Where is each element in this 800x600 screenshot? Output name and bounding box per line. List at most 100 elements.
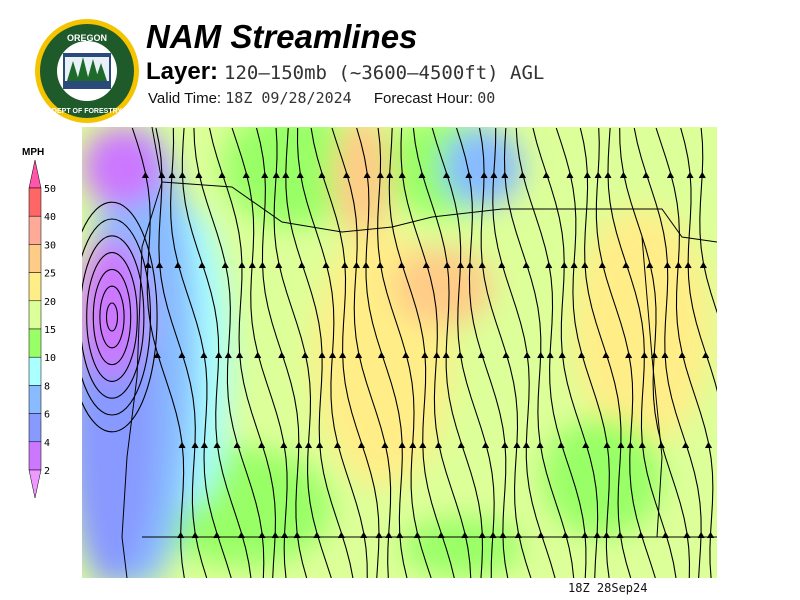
streamline-arrow	[602, 351, 610, 359]
streamline-arrow	[258, 441, 266, 449]
legend-band	[28, 385, 42, 414]
streamline-arrow	[578, 351, 585, 359]
streamline-arrow	[433, 351, 441, 359]
streamline-arrow	[537, 351, 545, 359]
map-timestamp: 18Z 28Sep24	[568, 581, 648, 595]
streamline-arrow	[421, 351, 429, 359]
streamline-arrow	[355, 351, 363, 359]
streamline-arrow	[702, 351, 710, 359]
streamline-arrow	[466, 261, 474, 269]
streamline-arrow	[236, 351, 244, 359]
streamlines	[82, 127, 717, 578]
streamline-arrow	[570, 261, 578, 269]
streamline-arrow	[386, 171, 394, 179]
streamline-arrow	[686, 171, 694, 179]
streamline-arrow	[566, 171, 574, 179]
streamline-arrow	[296, 171, 304, 179]
circulation-streamline	[82, 235, 145, 399]
streamline-arrow	[674, 261, 682, 269]
streamline-arrow	[398, 441, 406, 449]
streamline-arrow	[477, 351, 485, 359]
legend-band	[28, 300, 42, 330]
streamline-arrow	[667, 171, 674, 179]
page-title: NAM Streamlines	[146, 18, 418, 55]
streamline-arrow	[646, 261, 654, 269]
streamline-arrow	[626, 441, 634, 449]
streamline-arrow	[376, 171, 384, 179]
legend-tick-label: 4	[44, 438, 50, 449]
layer-info: Layer: 120–150mb (~3600–4500ft) AGL	[146, 58, 544, 86]
legend-band	[28, 215, 42, 245]
valid-time-info: Valid Time: 18Z 09/28/2024 Forecast Hour…	[148, 89, 495, 107]
streamline-arrow	[213, 441, 221, 449]
streamline-arrow	[198, 261, 206, 269]
streamline-arrow	[341, 261, 349, 269]
circulation-streamline	[99, 285, 125, 349]
streamline-arrow	[343, 171, 350, 179]
streamline-arrow	[215, 351, 223, 359]
streamline-arrow	[545, 261, 553, 269]
streamline-arrow	[178, 351, 186, 359]
streamline	[699, 127, 717, 314]
streamline-arrow	[339, 351, 347, 359]
streamline-arrow	[678, 351, 686, 359]
circulation-streamline	[86, 252, 138, 382]
streamline-arrow	[353, 261, 360, 269]
streamline-arrow	[334, 441, 342, 449]
streamline-arrow	[248, 261, 256, 269]
streamline-arrow	[435, 441, 442, 449]
streamline-arrow	[254, 351, 262, 359]
streamline-arrow	[200, 441, 208, 449]
streamline-arrow	[443, 171, 450, 179]
streamline-arrow	[156, 261, 163, 269]
legend-tick-label: 50	[44, 184, 56, 195]
streamline-arrow	[698, 171, 706, 179]
streamline-arrow	[501, 171, 509, 179]
streamline-arrow	[536, 441, 544, 449]
legend-tick-label: 15	[44, 325, 56, 336]
streamline-arrow	[363, 171, 371, 179]
streamline-arrow	[443, 261, 451, 269]
streamline-arrow	[522, 261, 530, 269]
streamline-arrow	[318, 351, 326, 359]
streamline-arrow	[478, 261, 486, 269]
streamline-arrow	[141, 171, 149, 179]
forecast-hour-label: Forecast Hour:	[373, 90, 474, 107]
streamline-arrow	[642, 171, 650, 179]
streamline-arrow	[558, 351, 566, 359]
streamline-arrow	[381, 441, 389, 449]
streamline-arrow	[582, 441, 590, 449]
streamline-arrow	[298, 261, 306, 269]
legend-over-arrow	[28, 159, 42, 189]
svg-text:OREGON: OREGON	[67, 33, 107, 43]
streamline-arrow	[456, 351, 464, 359]
streamline-arrow	[546, 351, 554, 359]
streamline-arrow	[409, 441, 417, 449]
streamline-arrow	[261, 171, 269, 179]
streamline-arrow	[598, 261, 606, 269]
streamline-arrow	[482, 441, 490, 449]
streamline-arrow	[362, 261, 370, 269]
streamline-arrow	[513, 441, 521, 449]
streamline-arrow	[560, 261, 568, 269]
streamline-arrow	[329, 351, 337, 359]
streamline-arrow	[224, 351, 232, 359]
legend-tick-label: 40	[44, 212, 56, 223]
legend-tick-label: 10	[44, 353, 56, 364]
legend-tick-label: 25	[44, 269, 56, 280]
legend-unit: MPH	[22, 147, 44, 158]
streamline-arrow	[398, 171, 406, 179]
legend-tick-label: 20	[44, 297, 56, 308]
streamline-arrow	[640, 351, 648, 359]
streamline-arrow	[480, 171, 488, 179]
streamline-arrow	[272, 171, 280, 179]
streamline-arrow	[625, 351, 633, 359]
streamline-arrow	[316, 441, 324, 449]
streamline-arrow	[581, 261, 589, 269]
streamline-arrow	[153, 351, 161, 359]
legend-tick-label: 8	[44, 381, 50, 392]
streamline-arrow	[638, 441, 646, 449]
streamline-arrow	[457, 441, 465, 449]
circulation-streamline	[82, 218, 152, 416]
streamline-arrow	[419, 441, 427, 449]
